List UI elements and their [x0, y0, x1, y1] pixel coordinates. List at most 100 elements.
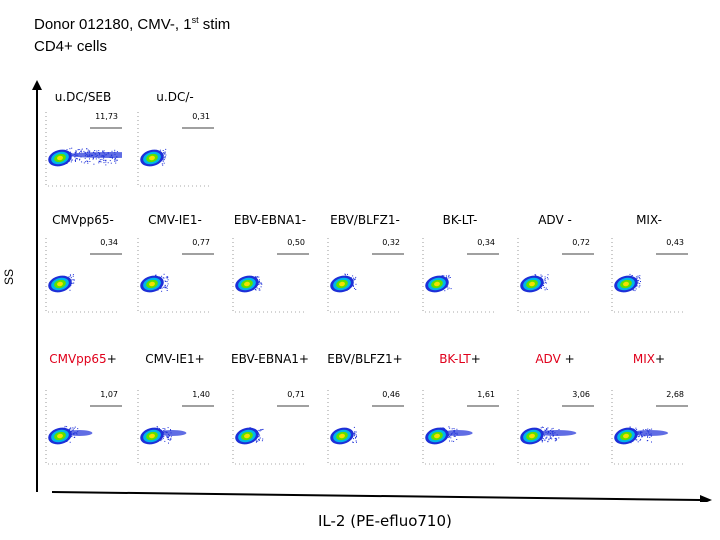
facs-plot: 0,43: [610, 236, 688, 316]
event-dot: [633, 289, 635, 291]
event-dot: [634, 290, 636, 292]
event-dot: [259, 279, 260, 281]
event-dot: [94, 150, 96, 151]
figure-title: Donor 012180, CMV-, 1st stim CD4+ cells: [34, 9, 230, 58]
facs-dot-plot: [611, 390, 688, 465]
gate-frequency: 0,50: [287, 238, 305, 247]
condition-label-part: ADV: [535, 352, 561, 366]
condition-label-part: BK-LT: [439, 352, 471, 366]
event-dot: [541, 441, 543, 443]
condition-label: EBV/BLFZ1+: [317, 352, 413, 366]
event-dot: [167, 427, 169, 429]
event-dot: [637, 436, 639, 438]
event-dot: [164, 428, 166, 430]
facs-plot: 0,32: [326, 236, 404, 316]
event-dot: [353, 426, 355, 428]
gate-frequency: 0,71: [287, 390, 305, 399]
event-dot: [555, 438, 557, 439]
condition-label: EBV/BLFZ1-: [317, 213, 413, 227]
y-axis-arrow: [32, 80, 42, 492]
event-dot: [168, 442, 169, 444]
event-dot: [355, 440, 357, 442]
event-dot: [544, 278, 546, 280]
density-contour-3: [149, 433, 155, 439]
event-dot: [542, 440, 544, 441]
event-dot: [79, 152, 80, 154]
plot-axes: [327, 238, 402, 313]
event-dot: [259, 430, 261, 432]
event-dot: [84, 161, 86, 163]
event-dot: [540, 276, 542, 278]
event-dot: [164, 284, 166, 286]
event-dot: [166, 276, 168, 277]
event-dot: [166, 437, 168, 439]
facs-dot-plot: [45, 112, 122, 187]
event-dot: [540, 274, 542, 276]
event-dot: [162, 428, 164, 429]
event-dot: [259, 282, 261, 284]
event-dot: [103, 157, 105, 159]
gate-frequency: 1,07: [100, 390, 118, 399]
density-contour-3: [57, 155, 63, 161]
event-dot: [258, 283, 260, 285]
event-dot: [166, 435, 168, 437]
event-dot: [75, 160, 76, 162]
event-dot: [548, 438, 550, 440]
event-dot: [638, 286, 640, 288]
event-dot: [644, 435, 646, 437]
event-dot: [544, 435, 546, 437]
event-dot: [71, 436, 73, 438]
event-dot: [355, 276, 357, 278]
event-dot: [542, 427, 544, 428]
event-dot: [98, 162, 100, 164]
event-dot: [451, 428, 453, 430]
event-dot: [647, 435, 649, 437]
event-dot: [86, 148, 88, 150]
event-dot: [78, 149, 80, 150]
event-dot: [92, 158, 94, 160]
event-dot: [164, 286, 166, 288]
event-dot: [448, 435, 450, 437]
facs-dot-plot: [422, 238, 499, 313]
event-dot: [83, 150, 85, 152]
condition-label-part: CMV-IE1-: [148, 213, 202, 227]
event-dot: [639, 285, 641, 287]
event-dot: [545, 282, 547, 284]
event-dot: [259, 429, 261, 431]
event-dot: [444, 428, 446, 430]
event-dot: [558, 437, 560, 439]
event-dot: [72, 274, 74, 276]
facs-plot: 2,68: [610, 388, 688, 468]
event-dot: [115, 160, 117, 162]
gate-frequency: 0,32: [382, 238, 400, 247]
facs-dot-plot: [137, 390, 214, 465]
event-dot: [79, 158, 81, 160]
event-dot: [105, 164, 107, 166]
gate-frequency: 1,40: [192, 390, 210, 399]
il2-positive-band: [158, 430, 187, 436]
density-contour-3: [57, 433, 63, 439]
event-dot: [100, 161, 102, 163]
event-dot: [73, 427, 75, 429]
event-dot: [76, 157, 78, 159]
event-dot: [163, 277, 165, 279]
event-dot: [89, 151, 91, 153]
event-dot: [259, 437, 261, 439]
condition-label: EBV-EBNA1-: [222, 213, 318, 227]
event-dot: [103, 150, 105, 152]
event-dot: [259, 281, 260, 283]
gate-frequency: 0,34: [100, 238, 118, 247]
event-dot: [163, 430, 165, 431]
facs-plot: 3,06: [516, 388, 594, 468]
event-dot: [552, 427, 554, 429]
event-dot: [547, 274, 549, 276]
event-dot: [545, 287, 547, 289]
event-dot: [355, 436, 357, 438]
facs-plot: 0,31: [136, 110, 214, 190]
event-dot: [161, 275, 163, 277]
event-dot: [71, 159, 73, 161]
event-dot: [649, 429, 651, 430]
event-dot: [456, 439, 458, 440]
event-dot: [449, 427, 451, 429]
event-dot: [449, 277, 451, 278]
